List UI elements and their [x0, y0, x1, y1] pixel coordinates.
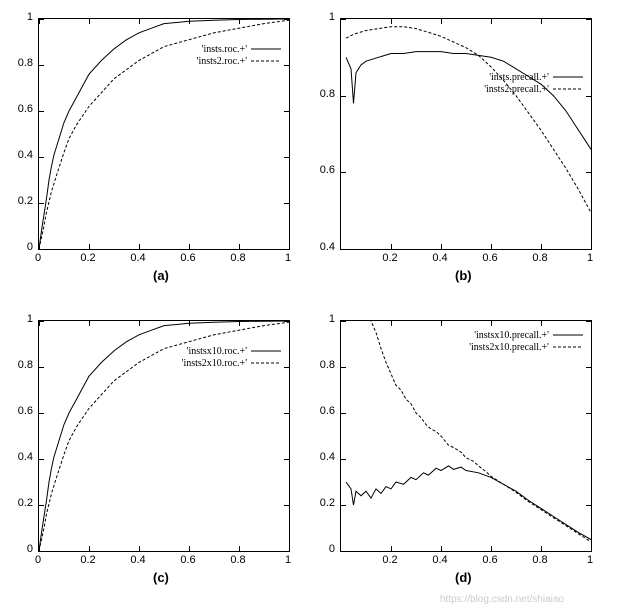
ytick-label: 0 — [5, 543, 33, 555]
ytick-label: 0.4 — [5, 149, 33, 161]
ytick-label: 0 — [307, 543, 335, 555]
ytick-label: 0.2 — [307, 497, 335, 509]
xtick-label: 1 — [278, 554, 298, 566]
plot-area-a: 'insts.roc.+''insts2.roc.+' — [38, 18, 290, 250]
ytick-label: 1 — [5, 313, 33, 325]
legend-row: 'insts2x10.roc.+' — [182, 357, 281, 369]
legend-label: 'insts.roc.+' — [202, 44, 247, 55]
xtick-label: 0.6 — [178, 554, 198, 566]
sublabel-b: (b) — [455, 268, 472, 283]
legend-c: 'instsx10.roc.+''insts2x10.roc.+' — [182, 345, 281, 369]
ytick-label: 1 — [5, 11, 33, 23]
xtick-label: 0.6 — [178, 252, 198, 264]
xtick-label: 0.8 — [530, 252, 550, 264]
curves-d — [341, 321, 591, 551]
series-b-1 — [346, 27, 591, 213]
legend-label: 'insts2x10.roc.+' — [182, 358, 247, 369]
legend-row: 'insts2.roc.+' — [197, 55, 281, 67]
legend-label: 'instsx10.precall.+' — [474, 330, 549, 341]
legend-line-icon — [553, 72, 583, 82]
legend-row: 'insts2x10.precall.+' — [469, 341, 583, 353]
xtick-label: 1 — [580, 554, 600, 566]
ytick-label: 1 — [307, 11, 335, 23]
xtick-label: 0 — [28, 554, 48, 566]
xtick-label: 0.8 — [228, 252, 248, 264]
plot-area-b: 'insts.precall.+''insts2.precall.+' — [340, 18, 592, 250]
legend-label: 'insts2x10.precall.+' — [469, 342, 549, 353]
ytick-label: 0.6 — [5, 405, 33, 417]
panel-a: 'insts.roc.+''insts2.roc.+'00.20.40.60.8… — [38, 18, 288, 248]
panel-c: 'instsx10.roc.+''insts2x10.roc.+'00.20.4… — [38, 320, 288, 550]
legend-row: 'instsx10.precall.+' — [469, 329, 583, 341]
legend-row: 'insts.precall.+' — [484, 71, 583, 83]
ytick-label: 0.6 — [5, 103, 33, 115]
series-d-0 — [346, 466, 591, 540]
sublabel-a: (a) — [153, 268, 169, 283]
legend-label: 'insts2.precall.+' — [484, 84, 549, 95]
xtick-label: 1 — [580, 252, 600, 264]
ytick-label: 0.2 — [5, 195, 33, 207]
legend-a: 'insts.roc.+''insts2.roc.+' — [197, 43, 281, 67]
legend-line-icon — [251, 56, 281, 66]
legend-line-icon — [553, 84, 583, 94]
legend-line-icon — [251, 346, 281, 356]
sublabel-d: (d) — [455, 570, 472, 585]
legend-d: 'instsx10.precall.+''insts2x10.precall.+… — [469, 329, 583, 353]
legend-line-icon — [251, 44, 281, 54]
xtick-label: 1 — [278, 252, 298, 264]
ytick-label: 0.6 — [307, 405, 335, 417]
ytick-label: 0.4 — [307, 241, 335, 253]
xtick-label: 0.8 — [228, 554, 248, 566]
legend-line-icon — [251, 358, 281, 368]
figure-container: 'insts.roc.+''insts2.roc.+' 0 0.2 0.4 0.6 0.8… — [0, 0, 624, 608]
legend-row: 'instsx10.roc.+' — [182, 345, 281, 357]
xtick-label: 0.2 — [380, 252, 400, 264]
ytick-label: 1 — [307, 313, 335, 325]
ytick-label: 0.8 — [307, 359, 335, 371]
legend-row: 'insts.roc.+' — [197, 43, 281, 55]
xtick-label: 0.2 — [78, 554, 98, 566]
panel-d: 'instsx10.precall.+''insts2x10.precall.+… — [340, 320, 590, 550]
legend-line-icon — [553, 342, 583, 352]
watermark: https://blog.csdn.net/shiaiao — [440, 594, 564, 605]
xtick-label: 0.2 — [78, 252, 98, 264]
ytick-label: 0.8 — [5, 359, 33, 371]
xtick-label: 0.4 — [430, 252, 450, 264]
series-b-0 — [346, 52, 591, 150]
xtick-label: 0.6 — [480, 554, 500, 566]
ytick-label: 0.6 — [307, 164, 335, 176]
xtick-label: 0.4 — [430, 554, 450, 566]
xtick-label: 0.4 — [128, 554, 148, 566]
xtick-label: 0.4 — [128, 252, 148, 264]
legend-label: 'insts.precall.+' — [489, 72, 549, 83]
xtick-label: 0 — [28, 252, 48, 264]
ytick-label: 0.8 — [307, 88, 335, 100]
ytick-label: 0.4 — [5, 451, 33, 463]
panel-b: 'insts.precall.+''insts2.precall.+'0.20.… — [340, 18, 590, 248]
xtick-label: 0.2 — [380, 554, 400, 566]
xtick-label: 0.6 — [480, 252, 500, 264]
sublabel-c: (c) — [153, 570, 169, 585]
legend-line-icon — [553, 330, 583, 340]
legend-b: 'insts.precall.+''insts2.precall.+' — [484, 71, 583, 95]
plot-area-d: 'instsx10.precall.+''insts2x10.precall.+… — [340, 320, 592, 552]
xtick-label: 0.8 — [530, 554, 550, 566]
ytick-label: 0.8 — [5, 57, 33, 69]
curves-b — [341, 19, 591, 249]
plot-area-c: 'instsx10.roc.+''insts2x10.roc.+' — [38, 320, 290, 552]
ytick-label: 0.4 — [307, 451, 335, 463]
ytick-label: 0 — [5, 241, 33, 253]
legend-row: 'insts2.precall.+' — [484, 83, 583, 95]
legend-label: 'instsx10.roc.+' — [187, 346, 247, 357]
legend-label: 'insts2.roc.+' — [197, 56, 247, 67]
ytick-label: 0.2 — [5, 497, 33, 509]
